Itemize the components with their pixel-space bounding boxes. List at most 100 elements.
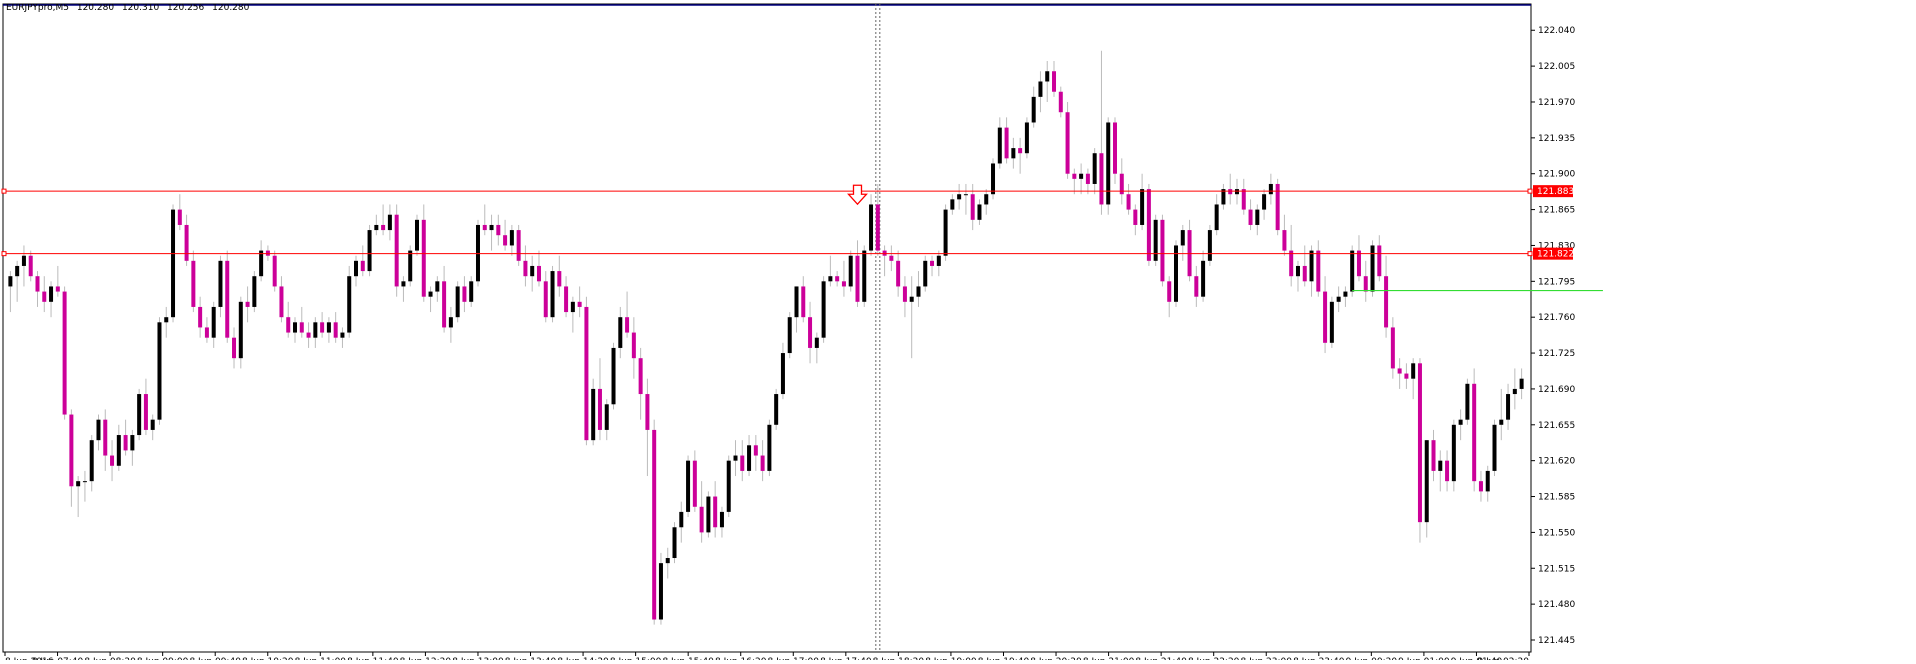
bull-candle-body bbox=[848, 255, 853, 287]
symbol-timeframe: EURJPYpro,M5 bbox=[6, 3, 69, 13]
y-tick-label: 121.830 bbox=[1538, 241, 1575, 251]
bear-candle-body bbox=[1126, 194, 1131, 210]
bear-candle-body bbox=[123, 435, 128, 451]
bull-candle-body bbox=[1295, 265, 1300, 277]
bull-candle-body bbox=[259, 250, 264, 277]
bull-candle-body bbox=[340, 332, 345, 338]
bear-candle-body bbox=[381, 224, 386, 231]
bull-candle-body bbox=[869, 204, 874, 251]
bear-candle-body bbox=[333, 322, 338, 338]
bull-candle-body bbox=[1465, 383, 1470, 420]
bull-candle-body bbox=[1180, 230, 1185, 246]
bull-candle-body bbox=[1268, 183, 1273, 195]
bull-candle-body bbox=[1045, 71, 1050, 82]
level-handle-left bbox=[1, 188, 7, 194]
bull-candle-body bbox=[1336, 296, 1341, 302]
bear-candle-body bbox=[394, 214, 399, 287]
bear-candle-body bbox=[889, 255, 894, 261]
bull-candle-body bbox=[618, 317, 623, 348]
y-tick-label: 121.935 bbox=[1538, 134, 1575, 144]
bear-candle-body bbox=[1099, 153, 1104, 205]
bull-candle-body bbox=[726, 460, 731, 512]
bear-candle-body bbox=[1241, 189, 1246, 210]
bear-candle-body bbox=[286, 317, 291, 333]
bear-candle-body bbox=[841, 281, 846, 287]
bull-candle-body bbox=[8, 276, 13, 287]
bull-candle-body bbox=[821, 281, 826, 338]
bull-candle-body bbox=[1519, 378, 1524, 389]
bull-candle-body bbox=[354, 260, 359, 277]
bull-candle-body bbox=[719, 511, 724, 528]
bull-candle-body bbox=[780, 353, 785, 395]
bull-candle-body bbox=[1024, 122, 1029, 154]
bull-candle-body bbox=[1424, 440, 1429, 523]
y-tick-label: 121.760 bbox=[1538, 313, 1575, 323]
bull-candle-body bbox=[1485, 470, 1490, 492]
bull-candle-body bbox=[171, 209, 176, 318]
bear-candle-body bbox=[1404, 373, 1409, 379]
bull-candle-body bbox=[15, 265, 20, 277]
bull-candle-body bbox=[923, 260, 928, 287]
bear-candle-body bbox=[1146, 189, 1151, 261]
bear-candle-body bbox=[1052, 71, 1057, 92]
bear-candle-body bbox=[1133, 209, 1138, 225]
bear-candle-body bbox=[265, 250, 270, 256]
bull-candle-body bbox=[1140, 189, 1145, 225]
bear-candle-body bbox=[225, 260, 230, 338]
bull-candle-body bbox=[916, 286, 921, 297]
bear-candle-body bbox=[1119, 173, 1124, 195]
bear-candle-body bbox=[28, 255, 33, 277]
bull-candle-body bbox=[733, 455, 738, 461]
bear-candle-body bbox=[232, 337, 237, 359]
ohlc-open: 120.280 bbox=[76, 3, 115, 13]
bull-candle-body bbox=[591, 388, 596, 441]
bear-candle-body bbox=[1282, 230, 1287, 251]
y-tick-label: 121.655 bbox=[1538, 421, 1575, 431]
bear-candle-body bbox=[625, 317, 630, 333]
bear-candle-body bbox=[1275, 183, 1280, 231]
level-handle-right bbox=[1527, 251, 1533, 257]
bull-candle-body bbox=[347, 276, 352, 333]
bear-candle-body bbox=[306, 332, 311, 338]
bear-candle-body bbox=[875, 204, 880, 251]
bear-candle-body bbox=[543, 281, 548, 318]
bear-candle-body bbox=[1356, 250, 1361, 277]
bull-candle-body bbox=[448, 317, 453, 328]
bear-candle-body bbox=[1316, 250, 1321, 292]
bear-candle-body bbox=[577, 301, 582, 307]
price-label: 121.822 bbox=[1537, 250, 1574, 260]
bear-candle-body bbox=[299, 322, 304, 333]
bull-candle-body bbox=[604, 404, 609, 430]
bear-candle-body bbox=[516, 230, 521, 261]
bull-candle-body bbox=[326, 322, 331, 333]
bear-candle-body bbox=[279, 286, 284, 318]
bull-candle-body bbox=[367, 230, 372, 272]
bear-candle-body bbox=[1445, 460, 1450, 482]
bull-candle-body bbox=[1411, 363, 1416, 379]
bull-candle-body bbox=[76, 481, 81, 487]
bear-candle-body bbox=[1472, 383, 1477, 482]
candles-group bbox=[8, 50, 1524, 625]
bear-candle-body bbox=[177, 209, 182, 225]
bull-candle-body bbox=[1079, 173, 1084, 179]
bear-candle-body bbox=[740, 455, 745, 471]
bull-candle-body bbox=[414, 219, 419, 251]
bear-candle-body bbox=[645, 394, 650, 430]
sell-arrow-icon bbox=[847, 184, 868, 206]
ohlc-close: 120.280 bbox=[212, 3, 250, 13]
bull-candle-body bbox=[313, 322, 318, 338]
bull-candle-body bbox=[672, 527, 677, 559]
bear-candle-body bbox=[1228, 189, 1233, 195]
bear-candle-body bbox=[110, 455, 115, 466]
bear-candle-body bbox=[1397, 368, 1402, 374]
bear-candle-body bbox=[482, 224, 487, 231]
bull-candle-body bbox=[435, 281, 440, 292]
y-tick-label: 121.620 bbox=[1538, 457, 1575, 467]
bear-candle-body bbox=[272, 255, 277, 287]
bear-candle-body bbox=[1302, 265, 1307, 282]
bear-candle-body bbox=[896, 260, 901, 287]
ohlc-high: 120.310 bbox=[121, 3, 160, 13]
bear-candle-body bbox=[760, 455, 765, 471]
